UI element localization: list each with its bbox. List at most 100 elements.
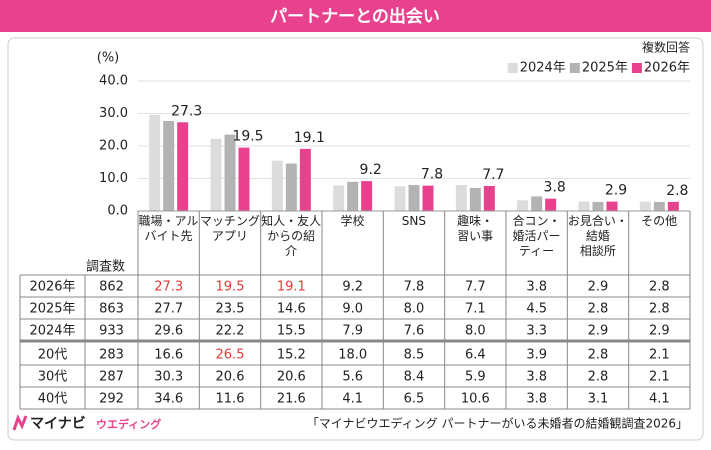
- bar: [531, 196, 543, 211]
- table-cell: 21.6: [277, 392, 306, 407]
- note: 複数回答: [642, 40, 690, 55]
- table-cell: 8.0: [404, 302, 425, 317]
- table-cell: 18.0: [338, 348, 367, 363]
- row-count: 863: [99, 302, 124, 317]
- data-label: 27.3: [171, 103, 202, 119]
- logo-icon: [12, 414, 28, 431]
- table-cell: 2.9: [649, 324, 670, 339]
- row-count: 287: [99, 370, 124, 385]
- title: パートナーとの出会い: [270, 6, 440, 27]
- table-cell: 22.2: [216, 324, 245, 339]
- bar: [149, 114, 161, 211]
- row-label: 30代: [38, 370, 68, 385]
- y-tick-label: 0.0: [107, 204, 128, 219]
- table-cell: 2.1: [649, 348, 670, 363]
- row-label: 40代: [38, 392, 68, 407]
- bar: [285, 163, 297, 211]
- table-cell: 14.6: [277, 302, 306, 317]
- category-label: 趣味・ 習い事: [457, 214, 494, 243]
- table-cell: 2.1: [649, 370, 670, 385]
- table-cell: 3.8: [526, 370, 547, 385]
- table-cell: 23.5: [216, 302, 245, 317]
- category-label: お見合い・ 結婚 相談所: [567, 214, 628, 258]
- table-cell: 2.8: [588, 370, 609, 385]
- bar: [578, 201, 590, 211]
- card: [7, 37, 704, 441]
- legend-label: 2025年: [582, 61, 628, 76]
- table-cell: 6.5: [404, 392, 425, 407]
- table-cell: 16.6: [154, 348, 183, 363]
- legend-swatch: [569, 63, 580, 73]
- legend-label: 2026年: [644, 61, 690, 76]
- data-label: 7.8: [421, 167, 443, 183]
- table-cell: 9.0: [342, 302, 363, 317]
- y-tick-label: 40.0: [99, 74, 128, 89]
- table-cell: 4.1: [342, 392, 363, 407]
- table-cell: 2.8: [588, 302, 609, 317]
- y-tick-label: 20.0: [99, 139, 128, 154]
- category-label: SNS: [401, 214, 426, 228]
- bar: [469, 187, 481, 211]
- table-cell: 3.3: [526, 324, 547, 339]
- bar: [224, 134, 236, 211]
- table-cell: 10.6: [461, 392, 490, 407]
- table-cell: 3.8: [526, 392, 547, 407]
- table-cell: 27.3: [154, 280, 183, 295]
- bar: [639, 201, 651, 211]
- category-label: その他: [641, 214, 678, 228]
- table-cell: 5.6: [342, 370, 363, 385]
- bar: [653, 201, 665, 211]
- data-label: 3.8: [544, 180, 566, 196]
- table-cell: 15.2: [277, 348, 306, 363]
- row-label: 2026年: [29, 280, 75, 295]
- data-label: 9.2: [360, 162, 382, 178]
- table-cell: 8.0: [465, 324, 486, 339]
- table-cell: 2.9: [588, 280, 609, 295]
- bar: [163, 120, 175, 211]
- table-cell: 3.9: [526, 348, 547, 363]
- bar: [517, 200, 529, 211]
- count-header: 調査数: [86, 260, 125, 275]
- header-bar: [0, 0, 711, 32]
- source: 「マイナビウエディング パートナーがいる未婚者の結婚観調査2026」: [307, 416, 688, 431]
- bar: [238, 147, 250, 211]
- legend-swatch: [631, 63, 642, 73]
- bar: [422, 185, 434, 211]
- table-cell: 34.6: [154, 392, 183, 407]
- bar: [545, 198, 557, 211]
- row-count: 292: [99, 392, 124, 407]
- bar: [299, 148, 311, 211]
- logo: マイナビ: [30, 416, 86, 432]
- bar: [592, 201, 604, 211]
- category-label: 知人・友人 からの紹 介: [261, 214, 322, 258]
- bar: [333, 185, 345, 211]
- table-cell: 7.9: [342, 324, 363, 339]
- table-cell: 30.3: [154, 370, 183, 385]
- table-cell: 2.9: [588, 324, 609, 339]
- table-cell: 6.4: [465, 348, 486, 363]
- data-label: 2.9: [605, 183, 627, 199]
- table-cell: 7.7: [465, 280, 486, 295]
- bar: [394, 186, 406, 211]
- table-cell: 4.5: [526, 302, 547, 317]
- bar: [455, 185, 467, 211]
- table-cell: 5.9: [465, 370, 486, 385]
- table-cell: 11.6: [216, 392, 245, 407]
- category-label: 職場・アル バイト先: [138, 214, 199, 243]
- table-cell: 29.6: [154, 324, 183, 339]
- category-label: 学校: [340, 214, 365, 228]
- row-label: 2024年: [29, 324, 75, 339]
- table-cell: 8.5: [404, 348, 425, 363]
- table-cell: 7.1: [465, 302, 486, 317]
- table-cell: 7.8: [404, 280, 425, 295]
- table-cell: 2.8: [588, 348, 609, 363]
- table-cell: 20.6: [216, 370, 245, 385]
- logo-sub: ウエディング: [96, 417, 161, 431]
- data-label: 2.8: [666, 183, 688, 199]
- bar: [606, 201, 618, 211]
- row-label: 2025年: [29, 302, 75, 317]
- y-tick-label: 10.0: [99, 171, 128, 186]
- table-cell: 19.1: [277, 280, 306, 295]
